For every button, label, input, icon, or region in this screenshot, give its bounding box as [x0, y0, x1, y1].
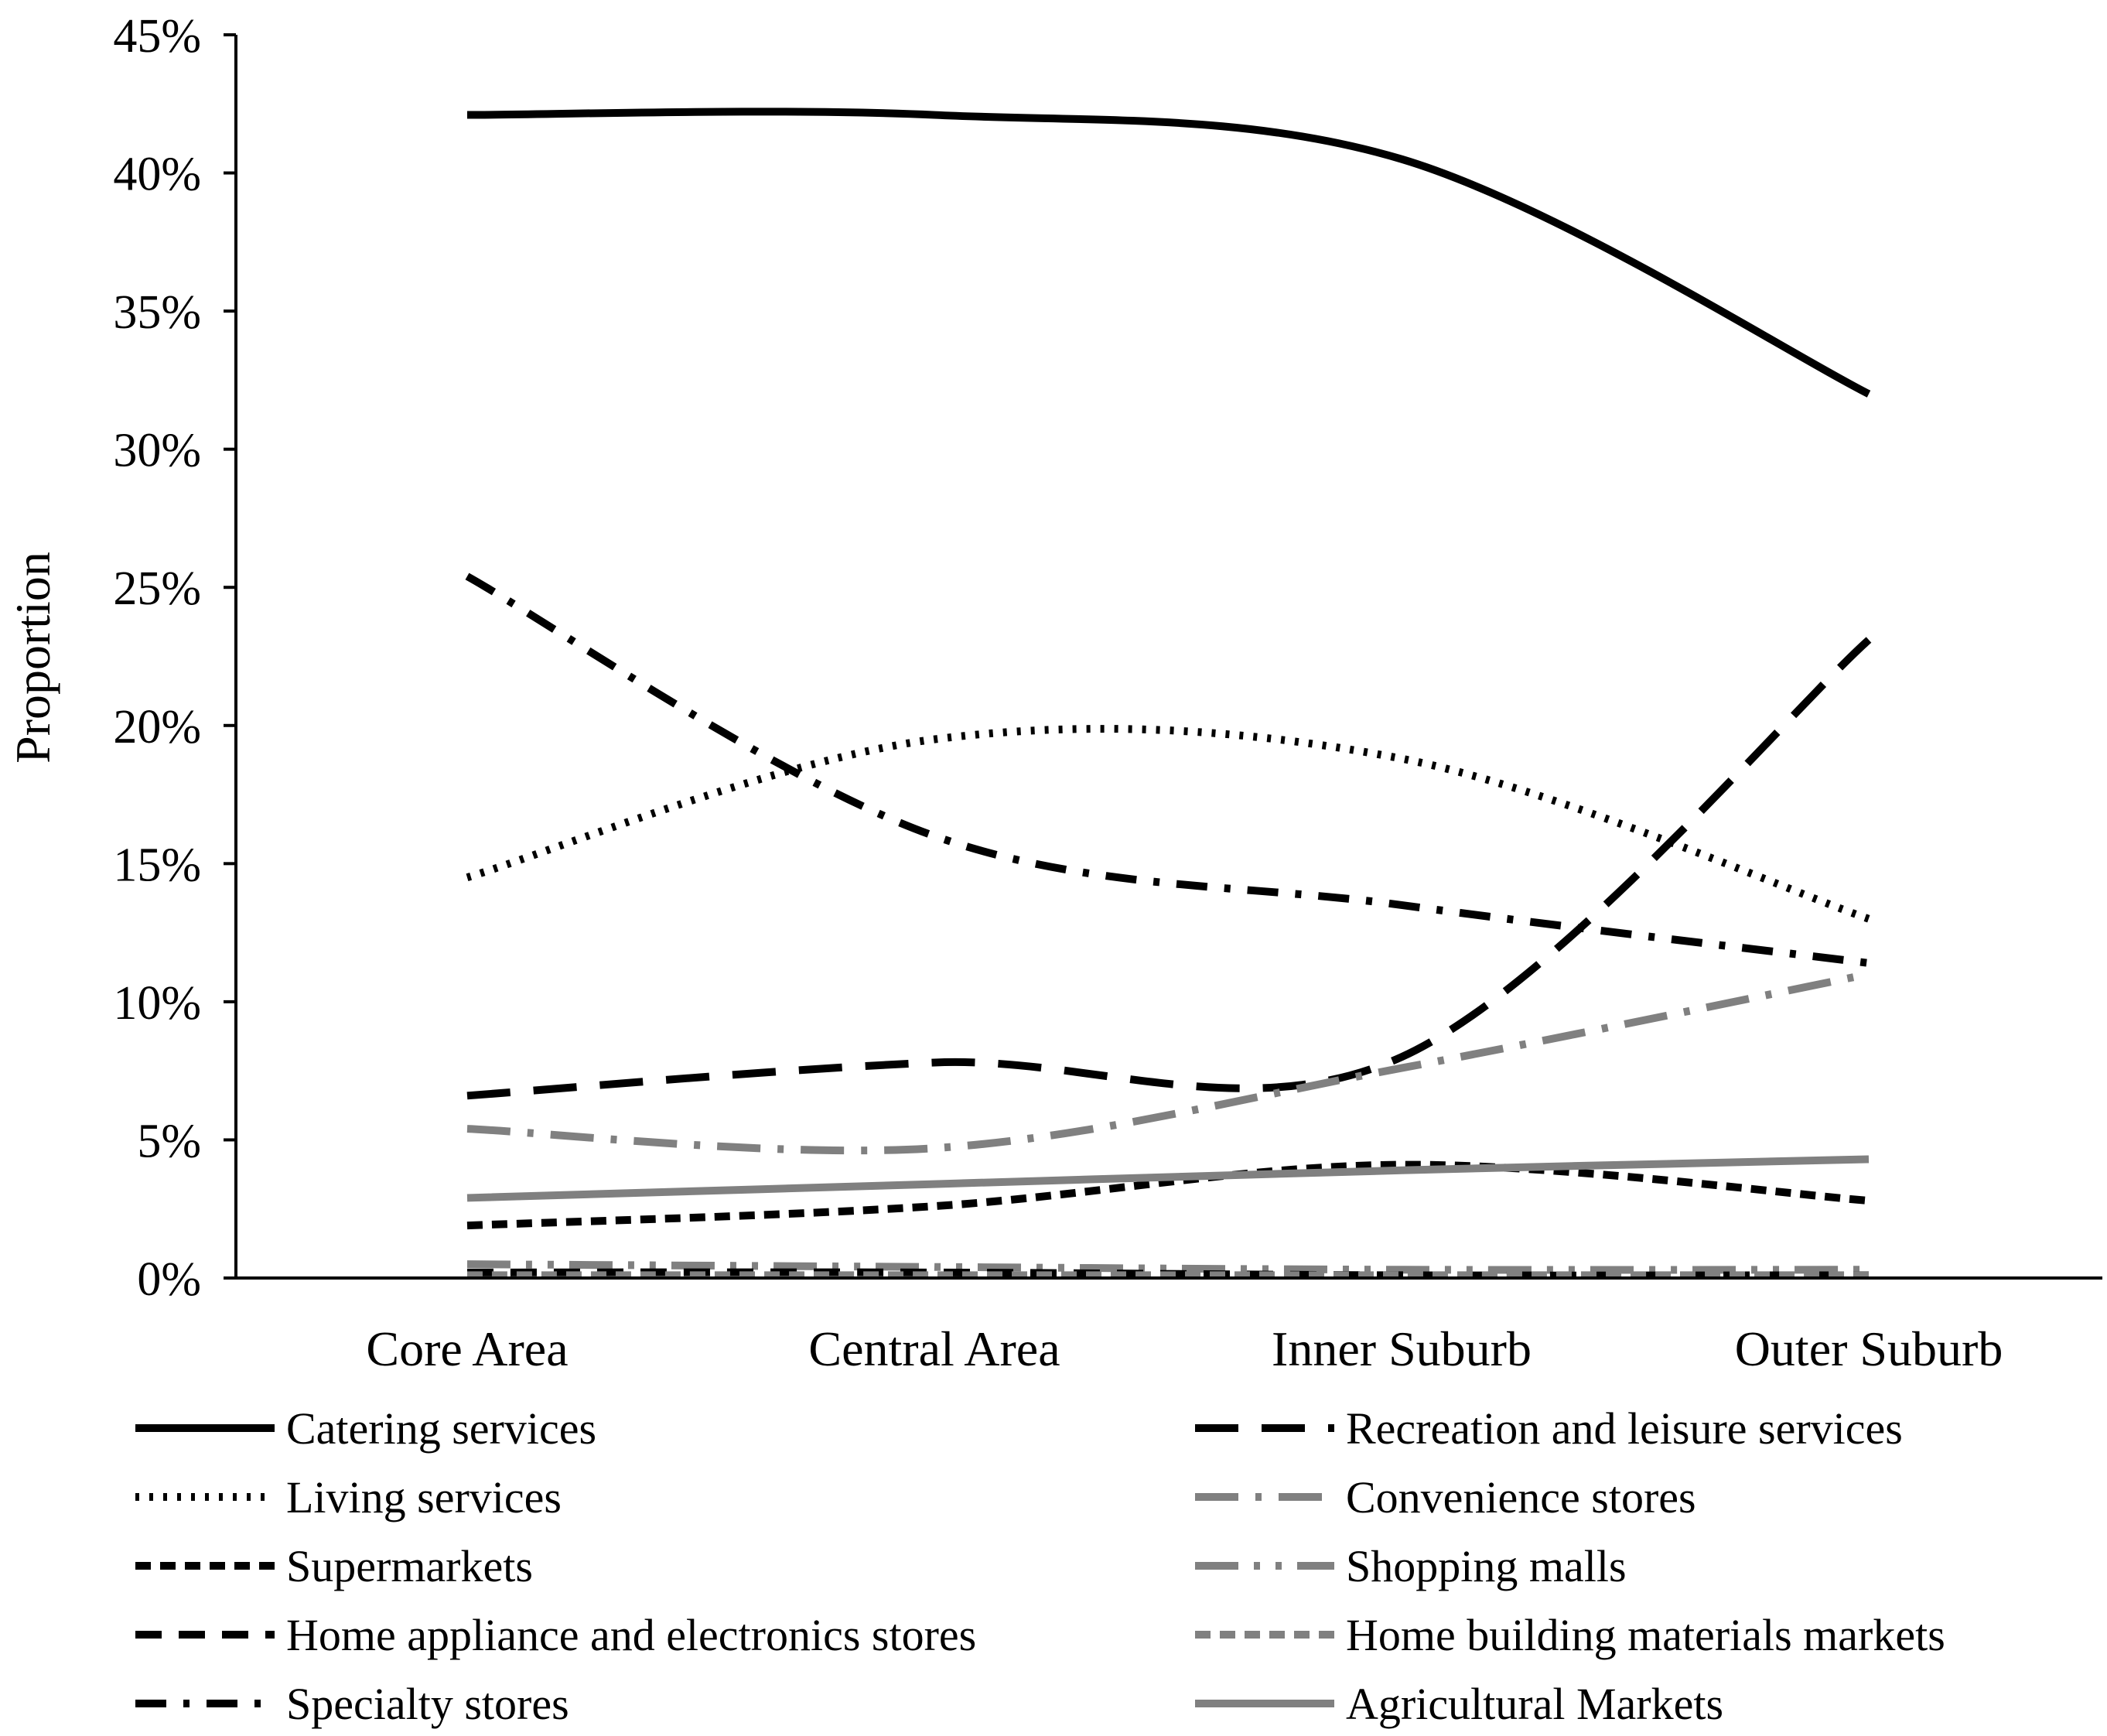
legend-label-shopping-malls: Shopping malls: [1346, 1541, 1627, 1591]
y-tick-label: 40%: [113, 149, 201, 201]
legend-label-home-building-materials-markets: Home building materials markets: [1346, 1610, 1945, 1660]
legend: Catering services Recreation and leisure …: [135, 1403, 1945, 1729]
series-line-living-services: [466, 725, 1870, 923]
series-line-supermarkets: [466, 1160, 1870, 1230]
x-category-label: Core Area: [366, 1321, 568, 1376]
legend-label-recreation-and-leisure-services: Recreation and leisure services: [1346, 1403, 1903, 1454]
x-axis-categories: Core Area Central Area Inner Suburb Outer S…: [366, 1321, 2003, 1376]
legend-label-convenience-stores: Convenience stores: [1346, 1472, 1696, 1522]
y-tick-label: 15%: [113, 839, 201, 891]
y-axis-ticks: 0% 5% 10% 15% 20% 25% 30% 35% 40% 45%: [113, 10, 236, 1306]
legend-label-living-services: Living services: [286, 1472, 562, 1522]
series-line-convenience-stores: [466, 970, 1870, 1155]
legend-label-catering-services: Catering services: [286, 1403, 596, 1454]
y-tick-label: 5%: [137, 1115, 201, 1167]
y-tick-label: 35%: [113, 286, 201, 339]
y-tick-label: 10%: [113, 977, 201, 1030]
legend-label-agricultural-markets: Agricultural Markets: [1346, 1679, 1723, 1729]
y-tick-label: 20%: [113, 701, 201, 754]
x-category-label: Outer Suburb: [1735, 1321, 2003, 1376]
series-line-recreation-and-leisure-services: [466, 637, 1872, 1100]
legend-label-specialty-stores: Specialty stores: [286, 1679, 569, 1729]
series-line-agricultural-markets: [466, 1155, 1870, 1202]
series-line-shopping-malls: [466, 1260, 1870, 1274]
y-tick-label: 0%: [137, 1253, 201, 1306]
y-tick-label: 25%: [113, 562, 201, 615]
series-line-catering-services: [466, 108, 1871, 398]
series-lines: [465, 108, 1872, 1280]
legend-label-home-appliance-and-electronics-stores: Home appliance and electronics stores: [286, 1610, 976, 1660]
x-category-label: Inner Suburb: [1272, 1321, 1532, 1376]
x-category-label: Central Area: [808, 1321, 1060, 1376]
series-line-specialty-stores: [465, 572, 1870, 967]
y-axis-label: Proportion: [5, 552, 60, 764]
axes: [234, 35, 2102, 1280]
y-tick-label: 30%: [113, 425, 201, 477]
y-tick-label: 45%: [113, 10, 201, 63]
legend-label-supermarkets: Supermarkets: [286, 1541, 533, 1591]
